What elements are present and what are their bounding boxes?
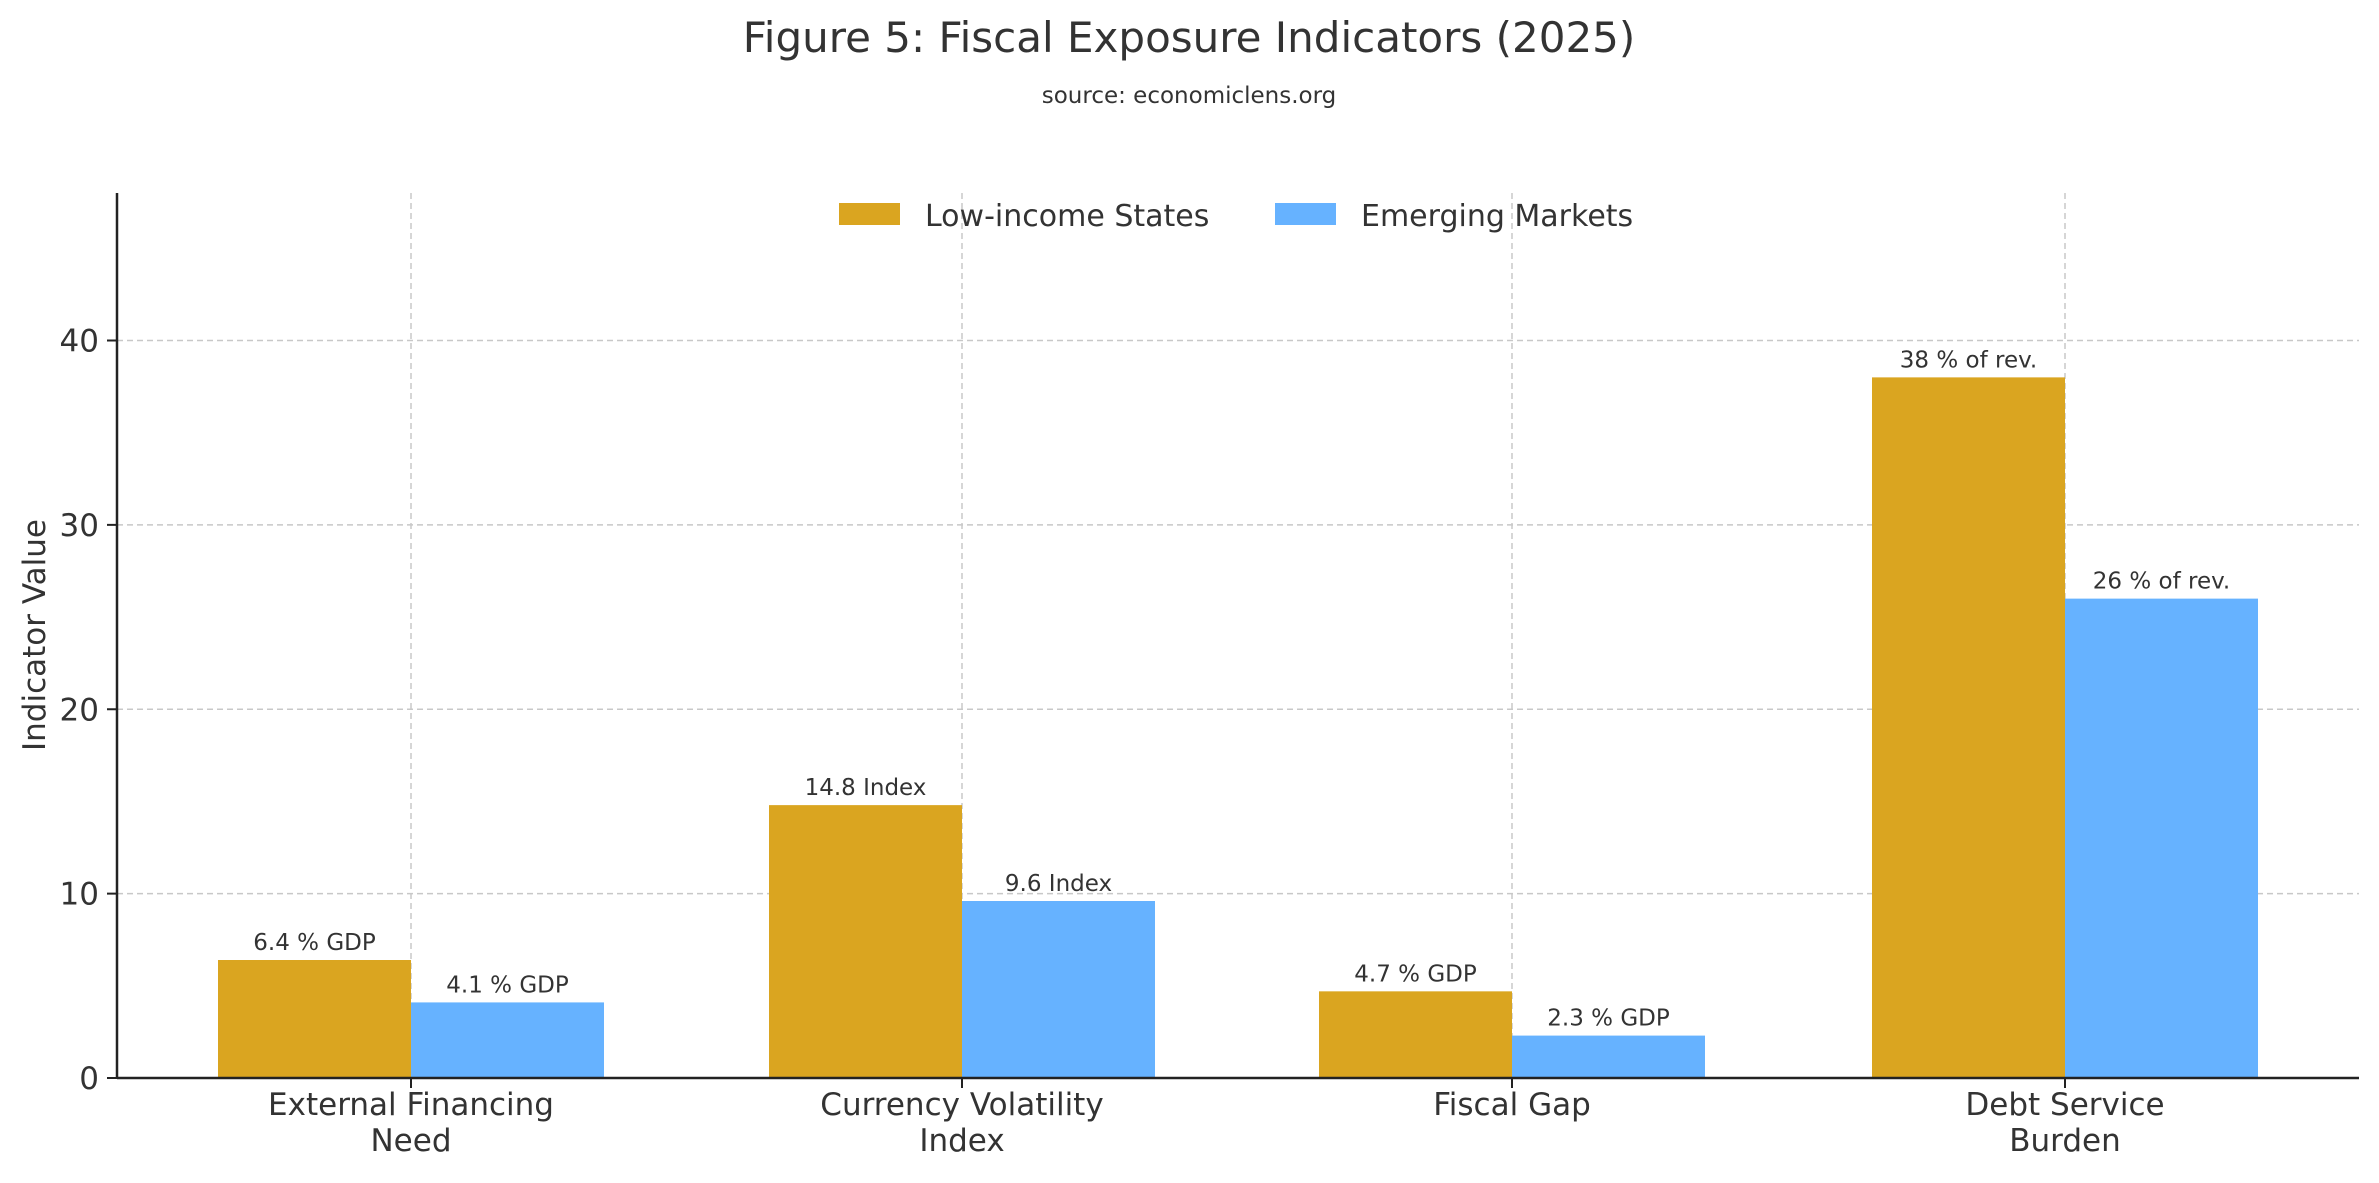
y-axis-label: Indicator Value [17, 519, 53, 751]
y-tick-label: 20 [60, 692, 99, 728]
y-tick-label: 30 [60, 508, 99, 544]
bars: 6.4 % GDP 14.8 Index 4.7 % GDP 38 % of rev.… [218, 347, 2258, 1078]
data-label: 2.3 % GDP [1547, 1006, 1670, 1032]
bar [1512, 1035, 1705, 1078]
x-tick-label: Debt Service [1965, 1087, 2164, 1123]
x-tick-label: Index [919, 1123, 1004, 1159]
data-label: 4.1 % GDP [446, 972, 569, 998]
bar [411, 1002, 604, 1078]
data-label: 6.4 % GDP [253, 930, 376, 956]
data-label: 26 % of rev. [2093, 569, 2230, 595]
bar [218, 960, 411, 1078]
data-label: 38 % of rev. [1900, 347, 2037, 373]
x-tick-label: External Financing [268, 1087, 554, 1123]
bar [962, 901, 1155, 1078]
y-tick-label: 10 [60, 877, 99, 913]
bar [1872, 377, 2065, 1078]
bar [2065, 598, 2258, 1078]
chart-title: Figure 5: Fiscal Exposure Indicators (20… [743, 13, 1636, 62]
x-tick-label: Fiscal Gap [1433, 1087, 1591, 1123]
legend: Low-income States Emerging Markets [839, 199, 1633, 234]
bar [1319, 991, 1512, 1078]
legend-swatch [839, 203, 900, 225]
x-tick-label: Need [370, 1123, 451, 1159]
data-label: 14.8 Index [805, 775, 927, 801]
x-tick-label: Currency Volatility [820, 1087, 1103, 1123]
y-tick-label: 0 [79, 1061, 99, 1097]
legend-label: Emerging Markets [1361, 199, 1633, 234]
y-tick-label: 40 [60, 324, 99, 360]
bar [769, 805, 962, 1078]
legend-swatch [1275, 203, 1336, 225]
x-tick-label: Burden [2009, 1123, 2121, 1159]
data-label: 9.6 Index [1005, 871, 1112, 897]
legend-label: Low-income States [925, 199, 1209, 234]
data-label: 4.7 % GDP [1354, 961, 1477, 987]
chart-subtitle: source: economiclens.org [1042, 83, 1337, 109]
